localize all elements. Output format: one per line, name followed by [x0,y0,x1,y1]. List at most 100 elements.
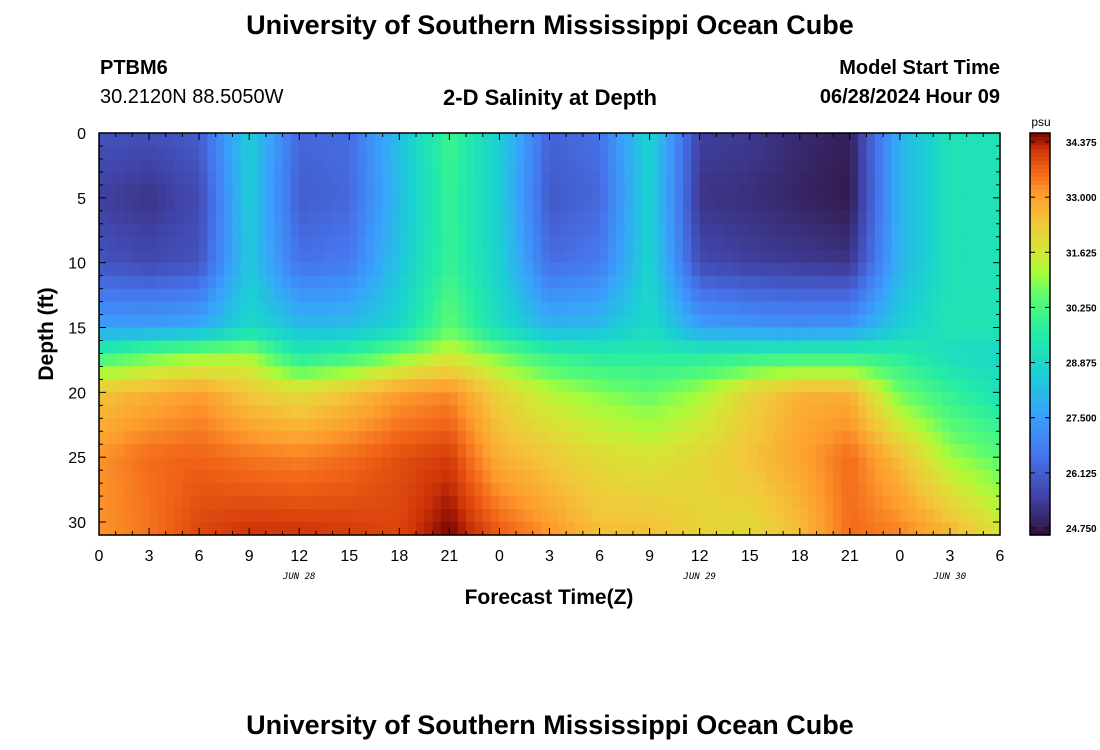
heatmap-cell [808,353,818,368]
heatmap-cell [916,314,926,329]
heatmap-cell [557,431,567,445]
heatmap-cell [449,392,459,406]
heatmap-cell [874,197,884,212]
heatmap-cell [399,522,409,536]
heatmap-cell [132,418,142,432]
heatmap-cell [365,457,375,471]
heatmap-cell [841,145,851,160]
heatmap-cell [474,509,484,523]
heatmap-cell [624,509,634,523]
heatmap-cell [357,444,367,458]
heatmap-cell [499,327,509,342]
heatmap-cell [916,418,926,432]
heatmap-cell [674,301,684,316]
heatmap-cell [382,418,392,432]
heatmap-cell [824,522,834,536]
heatmap-cell [224,405,234,419]
heatmap-cell [532,405,542,419]
heatmap-cell [257,366,267,380]
heatmap-cell [858,366,868,380]
heatmap-cell [199,145,209,160]
heatmap-cell [858,314,868,329]
heatmap-cell [758,353,767,368]
heatmap-cell [866,431,876,445]
heatmap-cell [883,223,893,238]
heatmap-cell [841,314,851,329]
heatmap-cell [432,418,442,432]
heatmap-cell [399,457,409,471]
heatmap-cell [190,145,200,160]
heatmap-cell [257,483,267,497]
heatmap-cell [424,210,434,225]
colorbar-segment [1030,245,1050,251]
heatmap-cell [607,249,617,264]
heatmap-cell [991,379,1001,393]
heatmap-cell [649,392,659,406]
heatmap-cell [899,249,909,264]
heatmap-cell [632,509,642,523]
heatmap-cell [157,522,167,536]
heatmap-cell [874,483,884,497]
heatmap-cell [949,444,959,458]
heatmap-cell [682,340,692,355]
heatmap-cell [390,431,400,445]
x-tick-label: 6 [996,548,1005,565]
heatmap-cell [691,288,701,303]
colorbar-segment [1030,346,1050,351]
heatmap-cell [432,171,442,186]
heatmap-cell [908,262,918,277]
heatmap-cell [340,379,350,393]
heatmap-cell [674,314,684,329]
heatmap-cell [516,353,526,368]
heatmap-cell [666,133,676,147]
heatmap-cell [149,210,158,225]
heatmap-cell [808,496,818,510]
heatmap-cell [532,509,542,523]
heatmap-cell [716,418,726,432]
heatmap-cell [207,158,217,173]
heatmap-cell [682,431,692,445]
heatmap-cell [691,133,701,147]
heatmap-cell [99,236,108,251]
heatmap-cell [307,262,317,277]
colorbar-segment [1030,141,1050,146]
heatmap-cell [507,418,517,432]
heatmap-cell [958,171,968,186]
heatmap-cell [457,405,467,419]
heatmap-cell [324,366,334,380]
heatmap-cell [199,431,209,445]
heatmap-cell [532,366,542,380]
heatmap-cell [808,431,818,445]
heatmap-cell [657,275,667,290]
heatmap-cell [99,262,108,277]
heatmap-cell [124,133,133,147]
heatmap-cell [315,275,325,290]
heatmap-cell [524,379,534,393]
heatmap-cell [349,171,359,186]
heatmap-cell [741,353,751,368]
heatmap-cell [691,184,701,199]
heatmap-cell [340,457,350,471]
heatmap-cell [933,431,943,445]
heatmap-cell [933,496,943,510]
heatmap-cell [966,353,976,368]
heatmap-cell [641,158,651,173]
heatmap-cell [808,236,818,251]
heatmap-cell [165,340,175,355]
heatmap-cell [199,366,209,380]
heatmap-cell [299,236,309,251]
colorbar-segment [1030,265,1050,271]
heatmap-cell [165,275,175,290]
heatmap-cell [549,457,559,471]
heatmap-cell [991,392,1001,406]
heatmap-cell [716,444,726,458]
heatmap-cell [824,509,834,523]
heatmap-cell [816,145,826,160]
heatmap-cell [532,496,542,510]
heatmap-cell [174,210,184,225]
heatmap-cell [424,275,434,290]
heatmap-cell [682,223,692,238]
heatmap-cell [416,522,425,536]
heatmap-cell [349,509,359,523]
heatmap-cell [382,470,392,484]
